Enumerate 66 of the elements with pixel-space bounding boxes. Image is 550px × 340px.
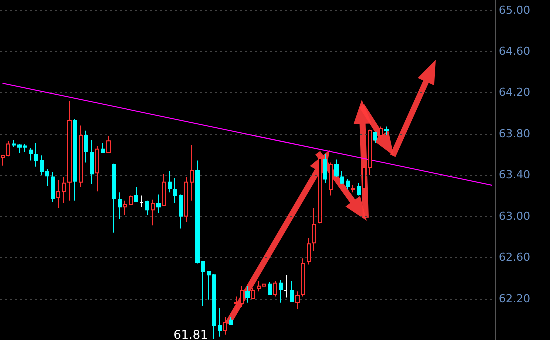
candlestick bbox=[284, 274, 288, 298]
y-tick-label: 62.20 bbox=[499, 292, 530, 306]
candlestick bbox=[90, 140, 94, 185]
y-tick-label: 64.60 bbox=[499, 45, 530, 58]
candlestick bbox=[101, 142, 105, 154]
candlestick bbox=[34, 142, 38, 168]
candlestick bbox=[351, 184, 355, 194]
candlestick bbox=[29, 148, 33, 162]
candlestick bbox=[384, 126, 389, 136]
candlestick bbox=[223, 316, 227, 336]
candlestick bbox=[340, 170, 344, 185]
candlestick bbox=[362, 164, 366, 196]
candlestick bbox=[218, 308, 222, 338]
candlestick bbox=[67, 100, 72, 202]
y-tick-label: 62.60 bbox=[499, 251, 530, 264]
candlestick bbox=[84, 130, 88, 164]
candlestick bbox=[62, 176, 66, 204]
candlestick bbox=[168, 170, 172, 194]
candlestick bbox=[273, 280, 277, 298]
candlestick bbox=[190, 144, 194, 202]
candlestick bbox=[73, 119, 77, 202]
candlestick bbox=[179, 194, 183, 230]
y-tick-label: 63.00 bbox=[499, 210, 530, 223]
candlestick bbox=[106, 136, 111, 153]
candlestick bbox=[245, 286, 250, 304]
candlestick bbox=[79, 125, 83, 188]
candlestick bbox=[95, 146, 99, 192]
candlestick bbox=[346, 178, 350, 190]
y-tick-label: 63.80 bbox=[499, 127, 530, 140]
candlestick bbox=[112, 163, 116, 234]
candlestick bbox=[140, 195, 144, 208]
candlestick bbox=[51, 172, 55, 202]
candlestick bbox=[145, 200, 149, 216]
candlestick bbox=[240, 286, 244, 308]
annotation: 61.81 bbox=[174, 328, 208, 340]
candlestick bbox=[290, 280, 294, 302]
candlestick bbox=[129, 195, 133, 206]
candlestick bbox=[368, 129, 372, 176]
candlestick bbox=[334, 159, 339, 178]
candlestick bbox=[329, 162, 333, 196]
candlestick bbox=[184, 176, 188, 224]
candlestick bbox=[151, 199, 155, 226]
candlestick bbox=[229, 316, 233, 326]
candlestick bbox=[307, 238, 311, 266]
candlestick bbox=[162, 174, 166, 207]
candlestick bbox=[123, 200, 127, 216]
candlestick bbox=[56, 180, 60, 209]
candlestick bbox=[156, 194, 161, 214]
candlestick bbox=[323, 154, 327, 184]
candlestick bbox=[379, 126, 383, 140]
candlestick bbox=[118, 192, 122, 220]
candlestick bbox=[251, 288, 255, 300]
candlestick bbox=[318, 154, 322, 224]
candlestick bbox=[173, 178, 177, 204]
candlestick bbox=[312, 208, 316, 252]
y-tick-label: 64.20 bbox=[499, 86, 530, 100]
candlestick bbox=[279, 280, 283, 304]
candlestick bbox=[295, 291, 300, 310]
candlestick bbox=[134, 187, 138, 202]
candlestick bbox=[268, 282, 272, 296]
candlestick bbox=[301, 258, 305, 298]
candlestick bbox=[234, 296, 238, 314]
candlestick bbox=[357, 182, 361, 196]
candlestick bbox=[373, 131, 377, 144]
y-tick-label: 63.40 bbox=[499, 168, 530, 182]
y-tick-label: 65.00 bbox=[499, 4, 530, 17]
